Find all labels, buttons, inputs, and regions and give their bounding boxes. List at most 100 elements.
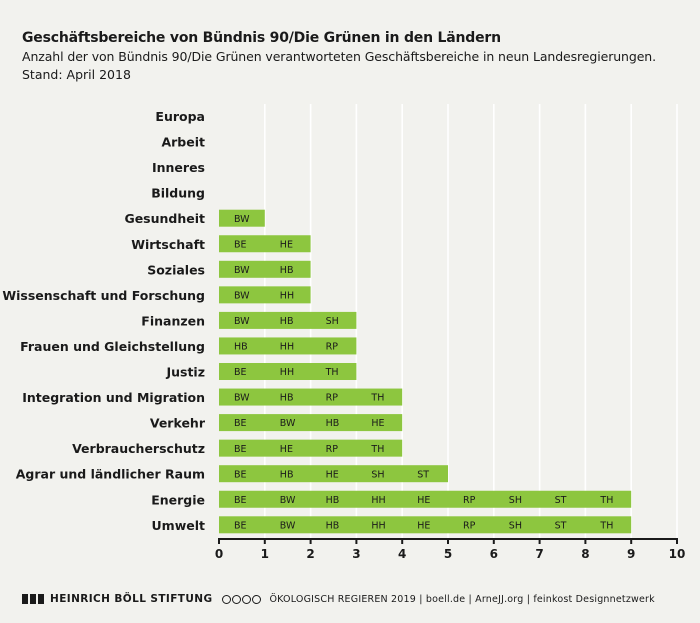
x-tick-label: 1	[261, 547, 269, 561]
footer: HEINRICH BÖLL STIFTUNG ÖKOLOGISCH REGIER…	[22, 593, 655, 605]
segment-label: HB	[326, 495, 340, 506]
segment-label: BW	[234, 393, 250, 404]
segment-label: RP	[463, 495, 476, 506]
segment-label: BW	[234, 290, 250, 301]
segment-label: SH	[326, 316, 339, 327]
segment-label: BE	[234, 520, 247, 531]
segment-label: BE	[234, 239, 247, 250]
chart-date-note: Stand: April 2018	[22, 67, 131, 82]
category-label: Soziales	[147, 262, 205, 277]
segment-label: HE	[280, 239, 293, 250]
x-tick-label: 8	[581, 547, 589, 561]
segment-label: BW	[280, 520, 296, 531]
segment-label: HB	[280, 393, 294, 404]
segment-label: BE	[234, 444, 247, 455]
category-label: Agrar und ländlicher Raum	[16, 467, 205, 482]
bar	[219, 260, 311, 278]
bar	[219, 363, 357, 380]
category-label: Integration und Migration	[22, 390, 205, 405]
segment-label: BW	[234, 265, 250, 276]
segment-label: HH	[280, 367, 294, 378]
x-tick-label: 10	[669, 547, 686, 561]
bar	[219, 465, 448, 483]
segment-label: TH	[370, 393, 384, 404]
segment-label: HB	[326, 520, 340, 531]
category-label: Europa	[155, 109, 205, 124]
segment-label: TH	[599, 495, 613, 506]
segment-label: HH	[280, 342, 294, 353]
segment-label: TH	[599, 520, 613, 531]
chart-subtitle: Anzahl der von Bündnis 90/Die Grünen ver…	[22, 49, 657, 64]
bar	[219, 286, 311, 304]
segment-label: ST	[555, 520, 567, 531]
segment-label: HB	[280, 316, 294, 327]
segment-label: HB	[326, 418, 340, 429]
bar	[219, 337, 357, 355]
category-label: Umwelt	[152, 518, 205, 533]
bar	[219, 414, 403, 432]
segment-label: HH	[280, 290, 294, 301]
segment-label: HE	[280, 444, 293, 455]
category-label: Wirtschaft	[131, 237, 205, 252]
segment-label: BW	[234, 316, 250, 327]
footer-credits: ÖKOLOGISCH REGIEREN 2019 | boell.de | Ar…	[269, 593, 655, 605]
category-label: Finanzen	[141, 313, 205, 328]
segment-label: HB	[280, 469, 294, 480]
x-tick-label: 9	[627, 547, 635, 561]
segment-label: BE	[234, 495, 247, 506]
segment-label: SH	[509, 495, 522, 506]
foundation-name: HEINRICH BÖLL STIFTUNG	[50, 593, 213, 605]
x-tick-label: 6	[490, 547, 498, 561]
segment-label: HE	[371, 418, 384, 429]
bar	[219, 388, 403, 406]
category-label: Arbeit	[161, 135, 205, 150]
segment-label: BE	[234, 469, 247, 480]
segment-label: BW	[234, 214, 250, 225]
segment-label: ST	[417, 469, 429, 480]
segment-label: HH	[371, 520, 385, 531]
category-label: Wissenschaft und Forschung	[2, 288, 205, 303]
segment-label: BE	[234, 367, 247, 378]
bar	[219, 311, 357, 329]
segment-label: ST	[555, 495, 567, 506]
segment-label: HE	[326, 469, 339, 480]
segment-label: HH	[371, 495, 385, 506]
segment-label: RP	[326, 393, 339, 404]
segment-label: SH	[509, 520, 522, 531]
bar	[219, 490, 632, 508]
segment-label: RP	[326, 444, 339, 455]
bar	[219, 209, 265, 227]
category-label: Justiz	[165, 365, 205, 380]
segment-label: HB	[280, 265, 294, 276]
category-label: Energie	[151, 492, 205, 507]
bar	[219, 439, 403, 457]
x-tick-label: 5	[444, 547, 452, 561]
category-label: Frauen und Gleichstellung	[20, 339, 205, 354]
x-tick-label: 0	[215, 547, 223, 561]
x-tick-label: 7	[535, 547, 543, 561]
segment-label: BW	[280, 418, 296, 429]
category-label: Inneres	[152, 160, 205, 175]
chart-title: Geschäftsbereiche von Bündnis 90/Die Grü…	[22, 30, 501, 46]
x-tick-label: 3	[352, 547, 360, 561]
segment-label: BE	[234, 418, 247, 429]
creative-commons-icon	[222, 594, 262, 604]
segment-label: RP	[463, 520, 476, 531]
category-label: Verbraucherschutz	[72, 441, 205, 456]
category-label: Verkehr	[150, 416, 206, 431]
segment-label: TH	[325, 367, 339, 378]
x-tick-label: 4	[398, 547, 406, 561]
segment-label: HB	[234, 342, 248, 353]
segment-label: BW	[280, 495, 296, 506]
bar	[219, 235, 311, 253]
x-tick-label: 2	[306, 547, 314, 561]
category-label: Bildung	[151, 186, 205, 201]
segment-label: RP	[326, 342, 339, 353]
segment-label: SH	[371, 469, 384, 480]
segment-label: TH	[370, 444, 384, 455]
category-label: Gesundheit	[124, 211, 205, 226]
bar	[219, 516, 632, 534]
segment-label: HE	[417, 495, 430, 506]
foundation-logo-icon	[22, 594, 44, 604]
